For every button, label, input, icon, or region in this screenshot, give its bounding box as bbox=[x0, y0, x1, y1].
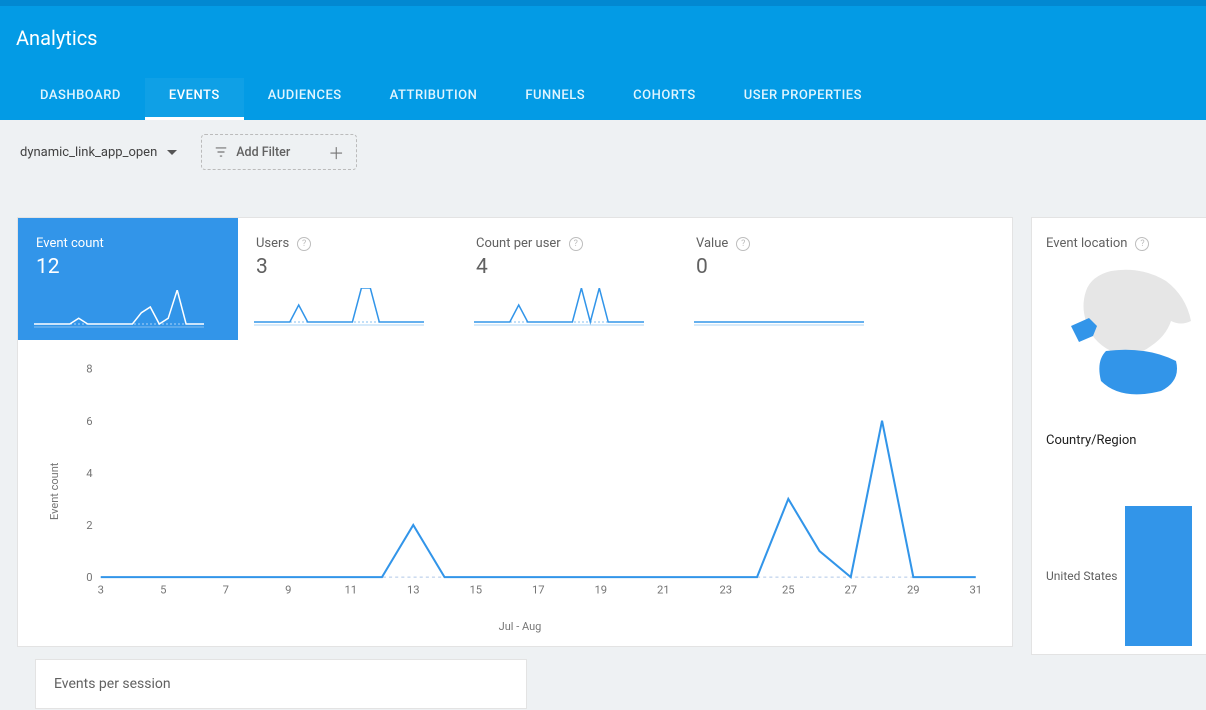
metric-title: Event count bbox=[36, 236, 220, 251]
svg-text:0: 0 bbox=[86, 571, 92, 584]
help-icon[interactable]: ? bbox=[1135, 237, 1149, 251]
metric-value: 0 bbox=[696, 255, 880, 279]
tabs: DASHBOARDEVENTSAUDIENCESATTRIBUTIONFUNNE… bbox=[16, 78, 1190, 120]
event-location-title: Event location ? bbox=[1046, 236, 1192, 251]
svg-text:23: 23 bbox=[719, 583, 732, 596]
tab-events[interactable]: EVENTS bbox=[145, 78, 244, 120]
svg-text:9: 9 bbox=[285, 583, 291, 596]
plus-icon: ＋ bbox=[328, 140, 344, 164]
svg-text:2: 2 bbox=[86, 519, 92, 532]
svg-text:15: 15 bbox=[469, 583, 482, 596]
metric-card-event-count[interactable]: Event count 12 bbox=[18, 218, 238, 340]
metric-title: Users? bbox=[256, 236, 440, 251]
svg-text:8: 8 bbox=[86, 363, 92, 376]
events-per-session-title: Events per session bbox=[54, 676, 171, 692]
tab-cohorts[interactable]: COHORTS bbox=[609, 78, 720, 120]
x-axis-label: Jul - Aug bbox=[58, 620, 982, 633]
header: Analytics DASHBOARDEVENTSAUDIENCESATTRIB… bbox=[0, 6, 1206, 120]
spark-row: Event count 12 Users? 3 Count per user? 4 Valu… bbox=[18, 218, 1012, 340]
svg-text:29: 29 bbox=[907, 583, 920, 596]
content-row: Event count 12 Users? 3 Count per user? 4 Valu… bbox=[0, 170, 1206, 708]
svg-text:25: 25 bbox=[782, 583, 795, 596]
big-chart-svg: 0 2 4 6 8 3 5 7 9 11 13 15 17 19 21 23 25 27 29 31 bbox=[66, 350, 986, 610]
metric-title: Count per user? bbox=[476, 236, 660, 251]
events-per-session-card: Events per session bbox=[36, 660, 526, 708]
tab-attribution[interactable]: ATTRIBUTION bbox=[366, 78, 502, 120]
add-filter-label: Add Filter bbox=[236, 145, 290, 160]
svg-text:31: 31 bbox=[969, 583, 982, 596]
svg-text:21: 21 bbox=[657, 583, 670, 596]
filter-icon bbox=[214, 145, 228, 159]
svg-text:27: 27 bbox=[844, 583, 857, 596]
add-filter-button[interactable]: Add Filter ＋ bbox=[201, 134, 357, 170]
metric-value: 3 bbox=[256, 255, 440, 279]
metric-title: Value? bbox=[696, 236, 880, 251]
tab-funnels[interactable]: FUNNELS bbox=[501, 78, 609, 120]
metric-card-count-per-user[interactable]: Count per user? 4 bbox=[458, 218, 678, 338]
tab-user-properties[interactable]: USER PROPERTIES bbox=[720, 78, 886, 120]
filter-bar: dynamic_link_app_open Add Filter ＋ bbox=[0, 120, 1206, 170]
metric-value: 4 bbox=[476, 255, 660, 279]
event-dropdown[interactable]: dynamic_link_app_open bbox=[14, 141, 183, 164]
help-icon[interactable]: ? bbox=[569, 237, 583, 251]
tab-dashboard[interactable]: DASHBOARD bbox=[16, 78, 145, 120]
country-label: United States bbox=[1046, 569, 1117, 583]
event-location-title-text: Event location bbox=[1046, 236, 1127, 251]
svg-text:5: 5 bbox=[160, 583, 166, 596]
svg-text:4: 4 bbox=[86, 467, 93, 480]
help-icon[interactable]: ? bbox=[297, 237, 311, 251]
svg-text:7: 7 bbox=[223, 583, 229, 596]
country-region-label: Country/Region bbox=[1046, 433, 1192, 448]
metric-card-users[interactable]: Users? 3 bbox=[238, 218, 458, 338]
big-chart: Event count 0 2 4 6 8 3 5 7 9 11 13 15 17 19 21 23 25 27 2… bbox=[18, 340, 1012, 646]
event-dropdown-value: dynamic_link_app_open bbox=[20, 145, 157, 160]
svg-text:17: 17 bbox=[532, 583, 545, 596]
metric-value: 12 bbox=[36, 255, 220, 279]
svg-text:19: 19 bbox=[594, 583, 607, 596]
y-axis-label: Event count bbox=[48, 463, 61, 520]
metric-card-value[interactable]: Value? 0 bbox=[678, 218, 898, 338]
chevron-down-icon bbox=[167, 150, 177, 155]
event-location-card: Event location ? Country/Region United S… bbox=[1032, 218, 1206, 654]
country-row[interactable]: United States bbox=[1046, 506, 1192, 646]
main-card: Event count 12 Users? 3 Count per user? 4 Valu… bbox=[18, 218, 1012, 646]
map-icon bbox=[1046, 261, 1196, 411]
tab-audiences[interactable]: AUDIENCES bbox=[244, 78, 366, 120]
help-icon[interactable]: ? bbox=[736, 237, 750, 251]
svg-text:11: 11 bbox=[344, 583, 357, 596]
country-bar bbox=[1125, 506, 1192, 646]
country-rows: United States bbox=[1046, 506, 1192, 646]
main-column: Event count 12 Users? 3 Count per user? 4 Valu… bbox=[18, 218, 1012, 708]
svg-text:3: 3 bbox=[98, 583, 104, 596]
svg-text:6: 6 bbox=[86, 415, 92, 428]
page-title: Analytics bbox=[16, 26, 1190, 50]
svg-text:13: 13 bbox=[407, 583, 420, 596]
